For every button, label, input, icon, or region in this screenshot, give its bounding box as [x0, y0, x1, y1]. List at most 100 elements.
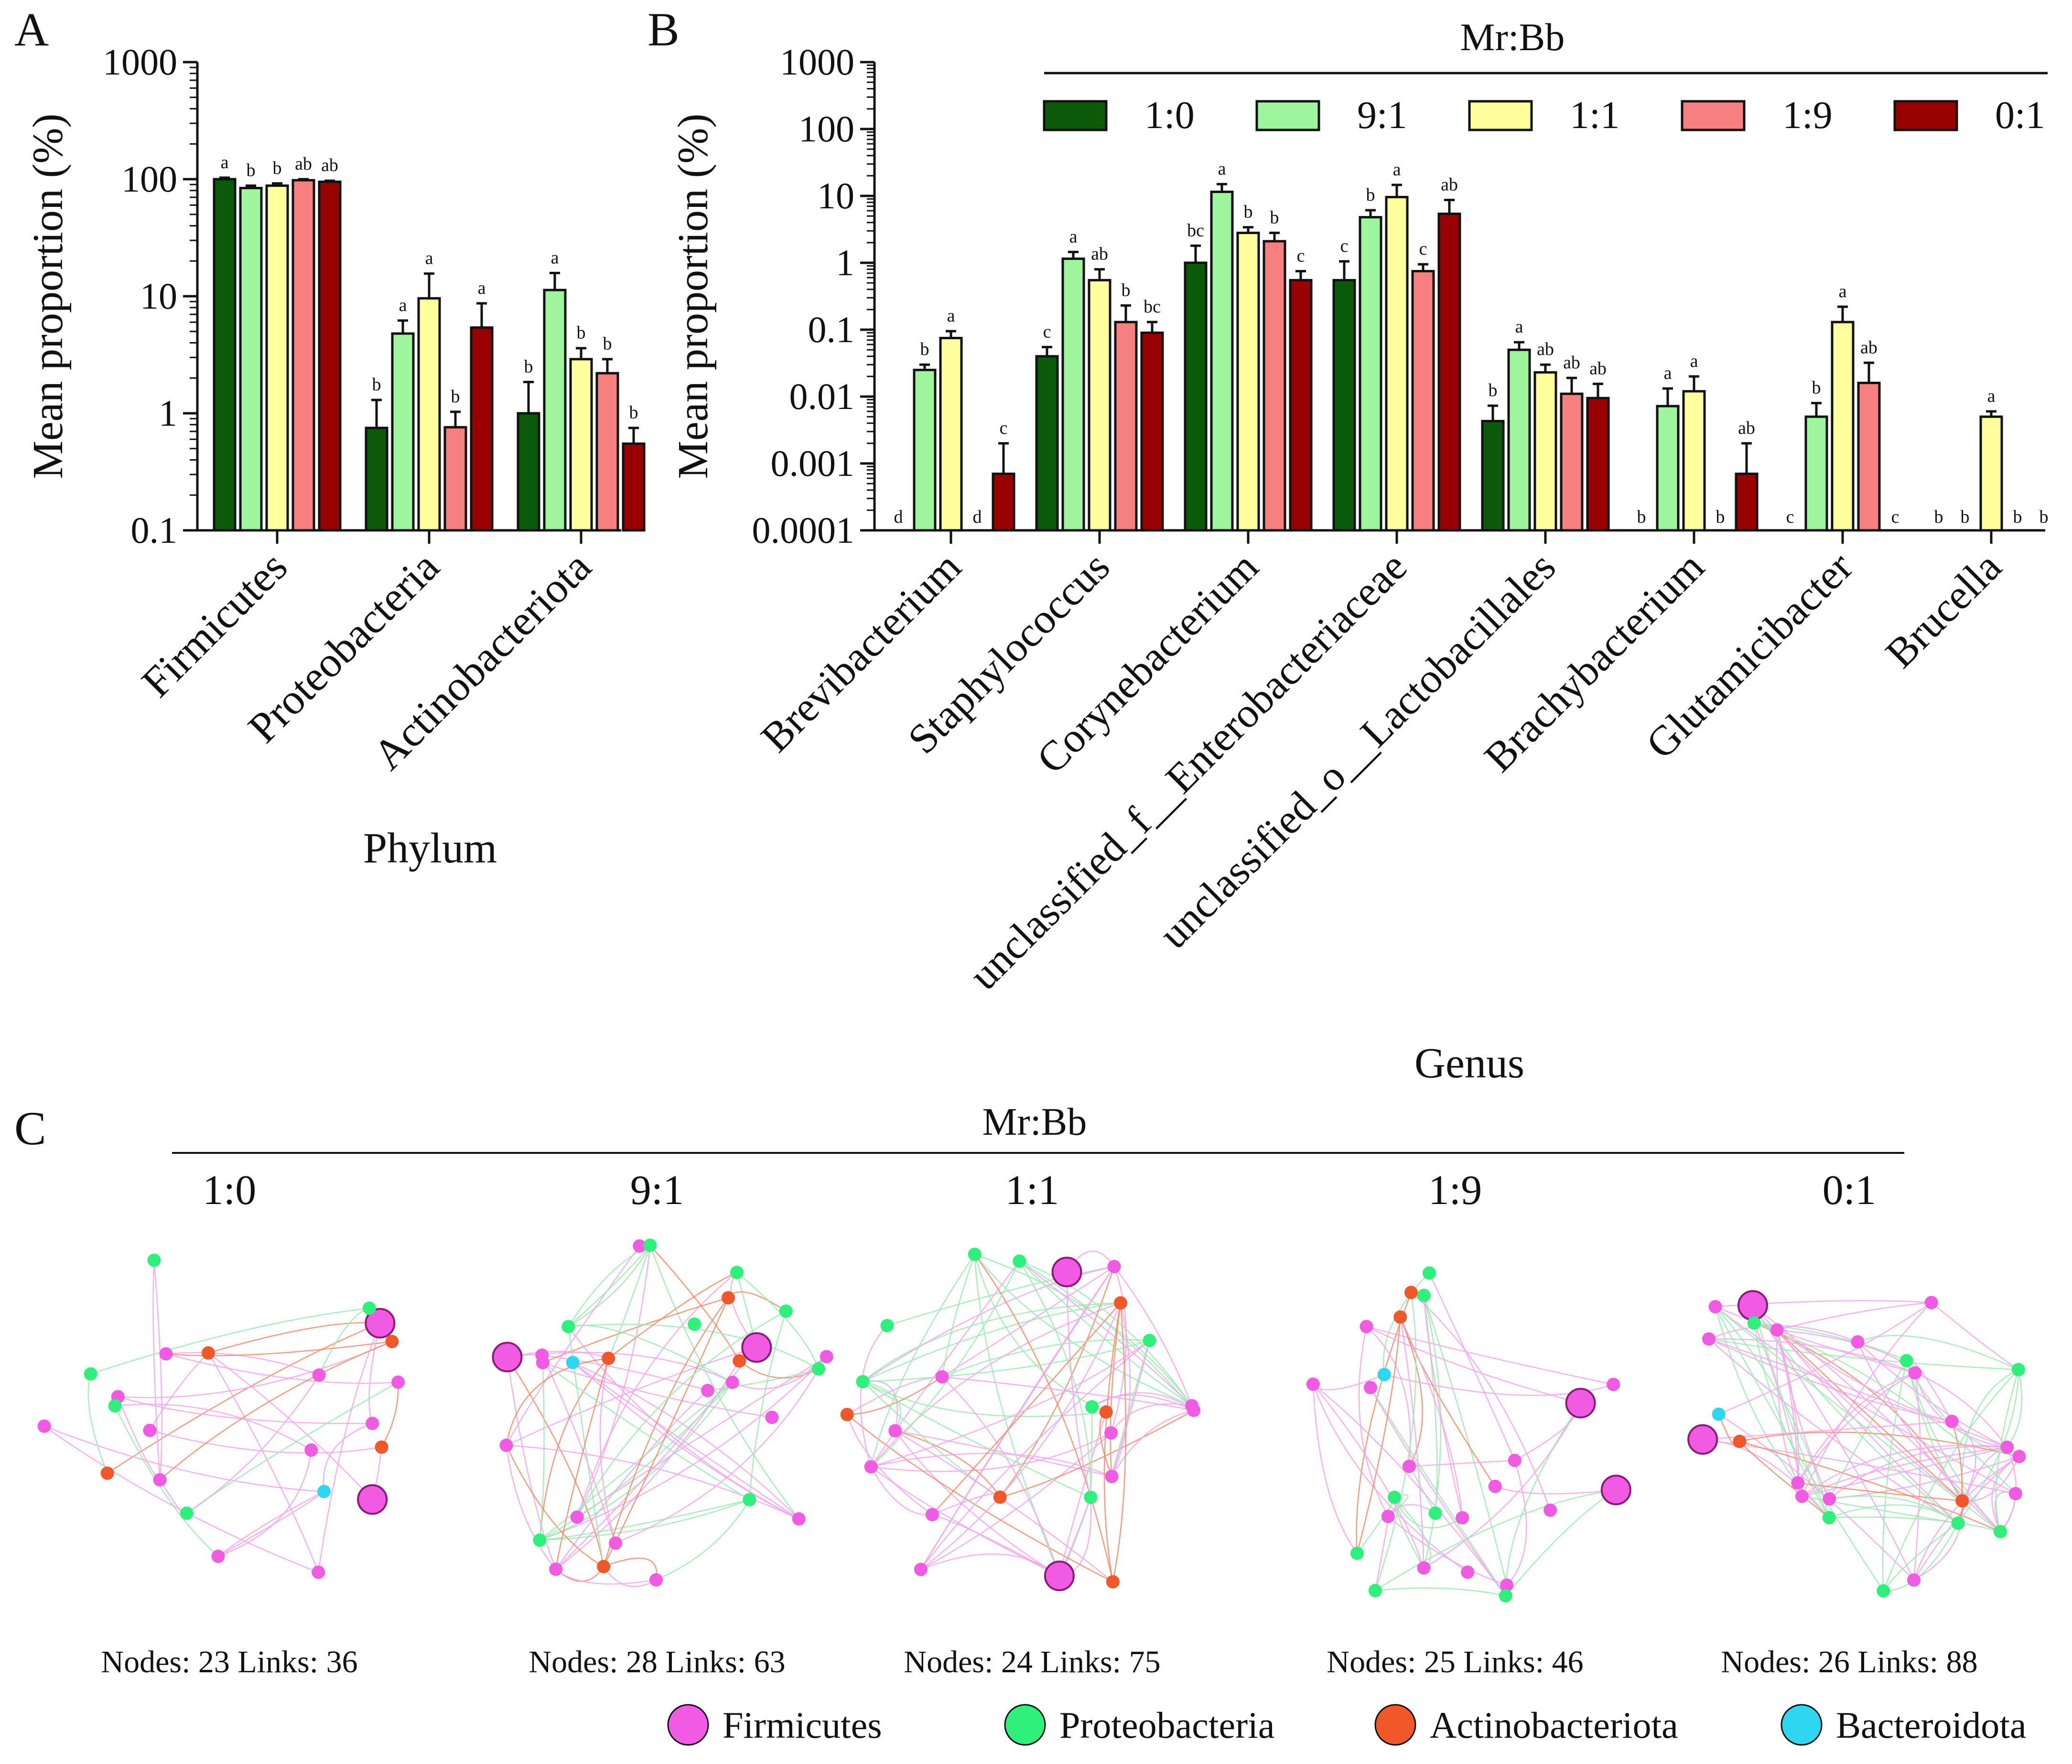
significance-letter: c — [1297, 246, 1305, 266]
network-edge — [1776, 1329, 1963, 1502]
network-edge — [1058, 1411, 1107, 1576]
bar — [291, 179, 315, 532]
significance-letter: b — [247, 161, 256, 181]
significance-letter: a — [1987, 386, 1996, 406]
network-node — [1600, 1474, 1631, 1506]
bar — [417, 297, 441, 532]
significance-letter: b — [2013, 507, 2022, 527]
y-tick-label: 1000 — [780, 41, 854, 83]
network-node — [1708, 1300, 1722, 1313]
network-edge — [1400, 1317, 1423, 1467]
y-tick-label: 10 — [817, 175, 854, 216]
network-edge — [870, 1261, 1020, 1467]
network-node — [201, 1346, 215, 1360]
network-node — [362, 1301, 376, 1315]
x-axis-label: Genus — [1414, 1040, 1524, 1087]
network-node — [357, 1484, 388, 1515]
network-edge — [207, 1353, 319, 1573]
network-edge — [1110, 1302, 1122, 1477]
network-node — [1404, 1286, 1418, 1300]
network-node — [1363, 1381, 1377, 1395]
network-edge — [1776, 1330, 1830, 1499]
network-edge — [1019, 1260, 1091, 1497]
legend-swatch — [1255, 100, 1320, 131]
network-node — [1461, 1565, 1475, 1579]
network-edge — [599, 1358, 616, 1543]
network-edge — [1110, 1266, 1127, 1433]
network-legend-marker — [667, 1704, 709, 1746]
network-edge — [540, 1499, 750, 1541]
network-node — [1851, 1335, 1865, 1349]
network-edge — [542, 1362, 772, 1418]
network-edge — [887, 1266, 1114, 1326]
bar — [1533, 371, 1557, 532]
network-edge — [218, 1450, 312, 1557]
network-node — [312, 1368, 326, 1382]
network-node — [1051, 1257, 1082, 1288]
network-edge — [539, 1382, 733, 1541]
network-edge — [572, 1362, 799, 1520]
network-edge — [217, 1491, 324, 1557]
network-edge — [1914, 1372, 2008, 1448]
network-node — [597, 1560, 611, 1573]
significance-letter: b — [577, 323, 586, 343]
network-edge — [1882, 1360, 1907, 1591]
significance-letter: a — [425, 248, 433, 269]
network-node — [1737, 1290, 1768, 1321]
y-axis-label: Mean proportion (%) — [669, 114, 717, 479]
network-edge — [572, 1362, 799, 1519]
network-node — [159, 1347, 173, 1361]
network-edge — [1313, 1384, 1506, 1596]
group-legend: Mr:Bb 1:0 9:1 1:1 1:9 0:1 — [1043, 15, 2048, 137]
panel-c-networks: Mr:Bb 1:0 Nodes: 23 Links: 36 9:1 Nodes: 28… — [37, 1100, 2027, 1746]
bar — [1263, 240, 1286, 532]
panel-a-phylum-chart: 0.1 1 10 100 1000 Mean proportion (%) Firmicut… — [24, 41, 646, 872]
network-edge — [920, 1553, 1060, 1577]
network-edge — [507, 1357, 557, 1570]
network-node — [1499, 1589, 1512, 1603]
network-node — [741, 1332, 772, 1363]
network-node — [108, 1399, 122, 1413]
network-edge — [863, 1381, 901, 1431]
significance-letter: a — [221, 152, 229, 172]
network-edge — [43, 1425, 319, 1573]
network-edge — [1356, 1317, 1401, 1554]
bar — [1682, 390, 1706, 532]
network-node — [1428, 1506, 1442, 1520]
network-edge — [542, 1355, 708, 1391]
network-edge — [1777, 1301, 1932, 1331]
network-stats: Nodes: 25 Links: 46 — [1327, 1645, 1583, 1679]
network-edge — [871, 1432, 1112, 1472]
significance-letter: b — [1366, 185, 1375, 205]
network-node — [1099, 1405, 1113, 1419]
panel-letter-c: C — [14, 1102, 46, 1155]
bar — [318, 180, 342, 532]
network-node — [1993, 1525, 2007, 1538]
network-edge — [1366, 1326, 1581, 1404]
network-edge — [1312, 1384, 1468, 1573]
bar — [1735, 473, 1759, 532]
network-edge — [1883, 1522, 1959, 1592]
network-node — [304, 1443, 318, 1457]
network-edge — [941, 1266, 1115, 1377]
network-node — [1899, 1354, 1913, 1367]
network-node — [153, 1473, 167, 1487]
network-edge — [318, 1307, 370, 1376]
network-edge — [568, 1323, 819, 1370]
network-edge — [1312, 1384, 1358, 1554]
network-edge — [217, 1491, 324, 1557]
y-tick-label: 0.01 — [789, 376, 855, 417]
network-node — [1422, 1266, 1436, 1280]
bar — [1061, 258, 1085, 532]
significance-letter: c — [1000, 418, 1008, 438]
network-edge — [1506, 1460, 1527, 1586]
network-node — [1955, 1494, 1969, 1508]
network-edge — [862, 1381, 1001, 1498]
network-node — [211, 1549, 225, 1563]
significance-letter: c — [1419, 239, 1427, 259]
network-edge — [920, 1432, 1112, 1570]
network-node — [925, 1508, 939, 1522]
significance-letter: a — [399, 295, 407, 315]
network-legend-marker — [1374, 1704, 1416, 1746]
